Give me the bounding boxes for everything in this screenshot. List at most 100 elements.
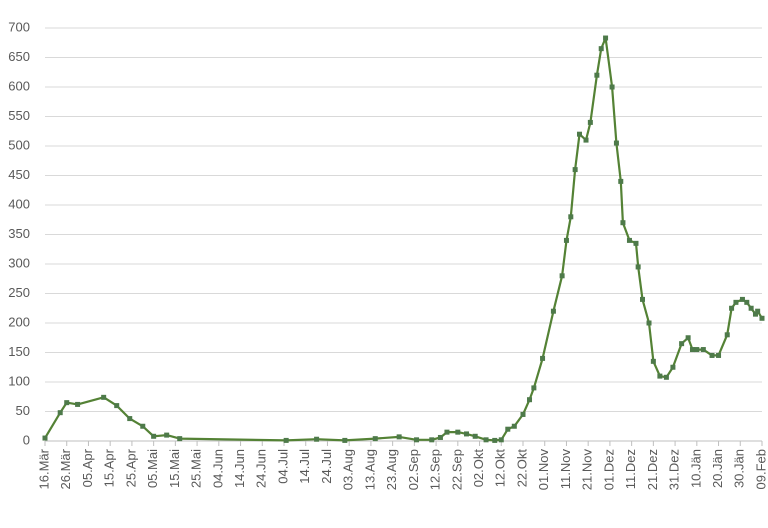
data-point (603, 35, 609, 41)
data-point (520, 411, 526, 417)
x-tick-label: 01.Nov (536, 449, 551, 491)
data-point (437, 434, 443, 440)
data-point (640, 296, 645, 302)
data-point (550, 308, 556, 314)
y-tick-label: 250 (8, 285, 30, 300)
x-tick-label: 02.Sep (406, 449, 421, 490)
data-point (724, 332, 730, 338)
data-point (572, 167, 578, 173)
data-point (492, 437, 498, 443)
x-tick-label: 11.Nov (558, 449, 573, 490)
data-point (531, 385, 537, 391)
data-point (587, 119, 593, 125)
data-point (694, 347, 700, 353)
y-tick-label: 350 (8, 226, 30, 241)
x-tick-label: 22.Okt (514, 449, 529, 488)
y-tick-label: 450 (8, 167, 30, 182)
x-tick-label: 04.Jun (210, 449, 225, 488)
y-tick-label: 100 (8, 373, 30, 388)
data-point (700, 347, 706, 353)
x-tick-label: 09.Feb (753, 449, 768, 489)
x-tick-label: 20.Jän (710, 449, 725, 488)
y-tick-label: 550 (8, 108, 30, 123)
x-tick-label: 24.Jun (254, 449, 269, 488)
y-tick-label: 650 (8, 49, 30, 64)
x-tick-label: 30.Jän (732, 449, 747, 488)
data-point (685, 335, 691, 341)
data-point (283, 437, 289, 443)
data-point (140, 423, 146, 429)
y-tick-label: 300 (8, 255, 30, 270)
x-tick-label: 26.Mär (58, 448, 73, 489)
x-tick-label: 03.Aug (341, 449, 356, 490)
y-tick-label: 50 (16, 403, 30, 418)
data-point (733, 299, 739, 305)
data-point (114, 403, 120, 409)
data-point (689, 347, 695, 353)
data-point (635, 264, 641, 270)
x-tick-label: 24.Jul (319, 449, 334, 484)
data-point (505, 426, 511, 432)
data-point (164, 432, 170, 438)
data-point (314, 436, 320, 442)
data-point (609, 84, 615, 90)
data-point (646, 320, 652, 326)
x-tick-label: 13.Aug (362, 449, 377, 490)
x-tick-label: 05.Apr (80, 448, 95, 487)
data-point (498, 437, 504, 443)
data-point (563, 237, 569, 243)
data-point (620, 220, 626, 226)
data-point (618, 178, 624, 184)
data-point (709, 352, 715, 358)
data-point (729, 305, 735, 311)
data-point (583, 137, 589, 143)
x-tick-label: 21.Dez (645, 449, 660, 490)
x-tick-label: 12.Sep (428, 449, 443, 490)
data-point (396, 434, 402, 440)
data-point (598, 46, 604, 52)
data-point (455, 429, 461, 435)
x-tick-label: 14.Jul (297, 449, 312, 484)
data-point (75, 401, 81, 407)
data-point (177, 436, 183, 442)
x-tick-label: 21.Nov (580, 449, 595, 491)
data-point (151, 433, 157, 439)
data-point (568, 214, 574, 220)
data-point (42, 435, 48, 441)
x-tick-label: 02.Okt (471, 449, 486, 488)
y-tick-label: 700 (8, 19, 30, 34)
data-point (650, 358, 656, 364)
data-point (372, 436, 378, 442)
x-tick-label: 01.Dez (601, 449, 616, 490)
data-point (64, 400, 70, 406)
data-point (342, 437, 348, 443)
data-point (444, 429, 450, 435)
y-tick-label: 400 (8, 196, 30, 211)
data-point (663, 374, 669, 380)
data-point (57, 410, 63, 416)
data-point (744, 299, 750, 305)
x-tick-label: 15.Apr (102, 448, 117, 487)
data-point (101, 394, 107, 400)
data-point (127, 416, 133, 422)
data-point (527, 397, 533, 403)
series-line (44, 36, 763, 442)
data-point (559, 273, 565, 279)
data-point (748, 305, 754, 311)
x-tick-label: 25.Apr (123, 448, 138, 487)
x-tick-label: 14.Jun (232, 449, 247, 488)
y-tick-label: 0 (23, 432, 30, 447)
x-tick-label: 04.Jul (275, 449, 290, 484)
data-point (626, 237, 632, 243)
data-point (670, 364, 676, 370)
x-tick-label: 12.Okt (493, 449, 508, 488)
x-tick-label: 31.Dez (667, 449, 682, 490)
data-point (429, 437, 435, 443)
x-tick-label: 05.Mai (145, 449, 160, 488)
data-point (613, 140, 619, 146)
y-tick-label: 200 (8, 314, 30, 329)
data-point (739, 296, 745, 302)
data-point (483, 437, 489, 443)
data-point (716, 352, 722, 358)
